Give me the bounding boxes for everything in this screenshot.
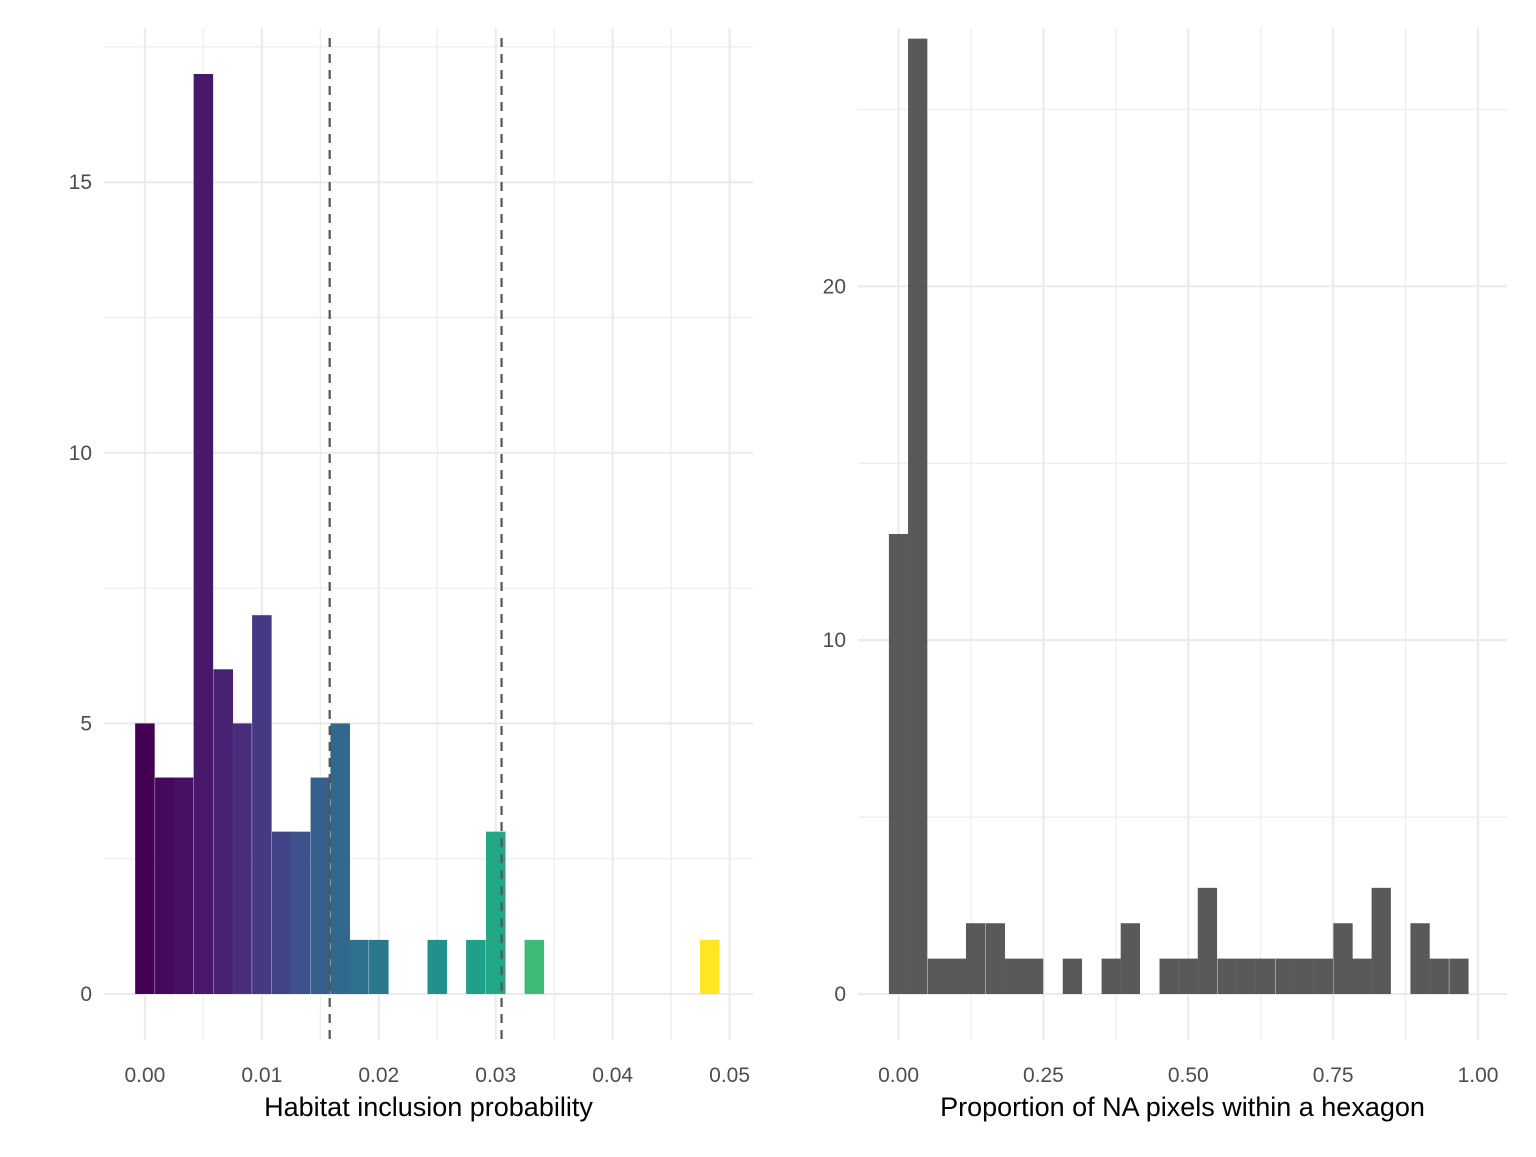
- histogram-bar: [1410, 923, 1430, 994]
- reference-lines: [328, 38, 503, 1040]
- y-tick-label: 0: [834, 983, 846, 1006]
- x-tick-label: 0.00: [878, 1064, 919, 1087]
- histogram-bar: [965, 923, 986, 994]
- x-axis-title: Proportion of NA pixels within a hexagon: [940, 1092, 1425, 1122]
- histogram-bar: [985, 923, 1005, 994]
- histogram-bar: [173, 777, 194, 994]
- histogram-bar: [213, 669, 234, 994]
- histogram-bar: [232, 723, 252, 994]
- histogram-bar: [1120, 923, 1140, 994]
- y-tick-label: 15: [69, 171, 92, 194]
- histogram-bar: [271, 831, 292, 994]
- x-tick-label: 0.05: [709, 1064, 750, 1087]
- histogram-bar: [369, 939, 389, 994]
- histogram-bar: [349, 939, 369, 994]
- x-tick-label: 0.50: [1168, 1064, 1209, 1087]
- histogram-bar: [946, 958, 967, 994]
- y-tick-label: 0: [80, 983, 92, 1006]
- histogram-bar: [252, 615, 272, 994]
- histogram-bar: [427, 939, 448, 994]
- histogram-bar: [699, 939, 720, 994]
- histogram-bar: [1429, 958, 1449, 994]
- x-axis-title: Habitat inclusion probability: [264, 1092, 593, 1122]
- histogram-bar: [888, 534, 909, 994]
- histogram-bar: [524, 939, 545, 994]
- histogram-bar: [135, 723, 155, 994]
- histogram-bar: [1062, 958, 1083, 994]
- histogram-bar: [193, 74, 214, 994]
- x-tick-label: 0.25: [1023, 1064, 1064, 1087]
- histogram-bar: [1217, 958, 1237, 994]
- histogram-bar: [330, 723, 350, 994]
- histogram-bar: [1352, 958, 1372, 994]
- histogram-bar: [155, 777, 175, 994]
- histogram-bar: [1275, 958, 1295, 994]
- histogram-bar: [927, 958, 948, 994]
- tick-labels: 0.00 0.01 0.02 0.03 0.04 0.05 0 5 10 15: [69, 171, 750, 1087]
- histogram-bar: [1178, 958, 1198, 994]
- y-tick-label: 10: [69, 442, 92, 465]
- histogram-bar: [290, 831, 311, 994]
- y-tick-label: 5: [80, 712, 92, 735]
- grid: [858, 28, 1507, 1040]
- histogram-bar: [1313, 958, 1333, 994]
- x-tick-label: 0.03: [475, 1064, 516, 1087]
- x-tick-label: 1.00: [1458, 1064, 1499, 1087]
- histogram-bar: [1023, 958, 1044, 994]
- histogram-bar: [1236, 958, 1256, 994]
- histogram-bar: [1159, 958, 1179, 994]
- bars: [135, 74, 720, 994]
- histogram-bar: [310, 777, 331, 994]
- y-tick-label: 20: [823, 275, 846, 298]
- histogram-bar: [1255, 958, 1276, 994]
- histogram-bar: [1197, 887, 1218, 994]
- histogram-bar: [466, 939, 486, 994]
- bars: [888, 38, 1469, 995]
- panel-habitat-inclusion-histogram: 0.00 0.01 0.02 0.03 0.04 0.05 0 5 10 15 Habitat in…: [69, 28, 753, 1122]
- histogram-bar: [1333, 923, 1353, 994]
- x-tick-label: 0.75: [1313, 1064, 1354, 1087]
- histogram-bar: [1101, 958, 1121, 994]
- y-tick-label: 10: [823, 629, 846, 652]
- histogram-bar: [1004, 958, 1025, 994]
- histogram-bar: [908, 38, 928, 995]
- x-tick-label: 0.00: [124, 1064, 165, 1087]
- histogram-bar: [1371, 887, 1391, 994]
- panel-na-proportion-histogram: 0.00 0.25 0.50 0.75 1.00 0 10 20 Proportion of N…: [823, 28, 1507, 1122]
- x-tick-label: 0.04: [592, 1064, 633, 1087]
- tick-labels: 0.00 0.25 0.50 0.75 1.00 0 10 20: [823, 275, 1499, 1087]
- x-tick-label: 0.01: [241, 1064, 282, 1087]
- histogram-bar: [1294, 958, 1314, 994]
- x-tick-label: 0.02: [358, 1064, 399, 1087]
- histogram-bar: [1449, 958, 1469, 994]
